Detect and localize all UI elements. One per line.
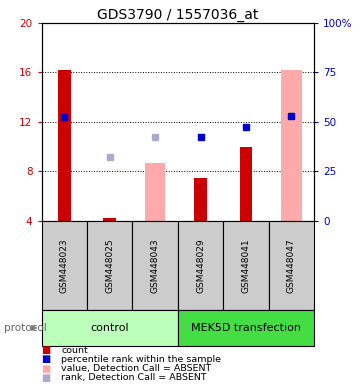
Bar (145, 163, 165, 221)
Bar (223, 221, 269, 310)
Text: ■: ■ (42, 354, 51, 364)
Bar (42, 221, 87, 310)
Bar (240, 147, 252, 221)
Text: control: control (90, 323, 129, 333)
Text: value, Detection Call = ABSENT: value, Detection Call = ABSENT (61, 364, 212, 373)
Bar (87, 221, 132, 310)
Bar (269, 221, 314, 310)
Bar (132, 221, 178, 310)
Bar (178, 221, 223, 310)
Text: GSM448047: GSM448047 (287, 238, 296, 293)
Text: ■: ■ (42, 364, 51, 374)
Bar (194, 177, 207, 221)
Title: GDS3790 / 1557036_at: GDS3790 / 1557036_at (97, 8, 258, 22)
Text: GSM448029: GSM448029 (196, 238, 205, 293)
Text: GSM448043: GSM448043 (151, 238, 160, 293)
Text: ■: ■ (42, 345, 51, 355)
Text: rank, Detection Call = ABSENT: rank, Detection Call = ABSENT (61, 373, 207, 382)
Text: GSM448025: GSM448025 (105, 238, 114, 293)
Text: ■: ■ (42, 373, 51, 383)
Text: percentile rank within the sample: percentile rank within the sample (61, 355, 221, 364)
Bar (42, 310, 178, 346)
Text: count: count (61, 346, 88, 355)
Text: GSM448023: GSM448023 (60, 238, 69, 293)
Text: protocol: protocol (4, 323, 46, 333)
Bar (281, 70, 301, 221)
Text: MEK5D transfection: MEK5D transfection (191, 323, 301, 333)
Bar (178, 310, 314, 346)
Bar (58, 70, 71, 221)
Bar (103, 218, 116, 221)
Text: GSM448041: GSM448041 (242, 238, 251, 293)
